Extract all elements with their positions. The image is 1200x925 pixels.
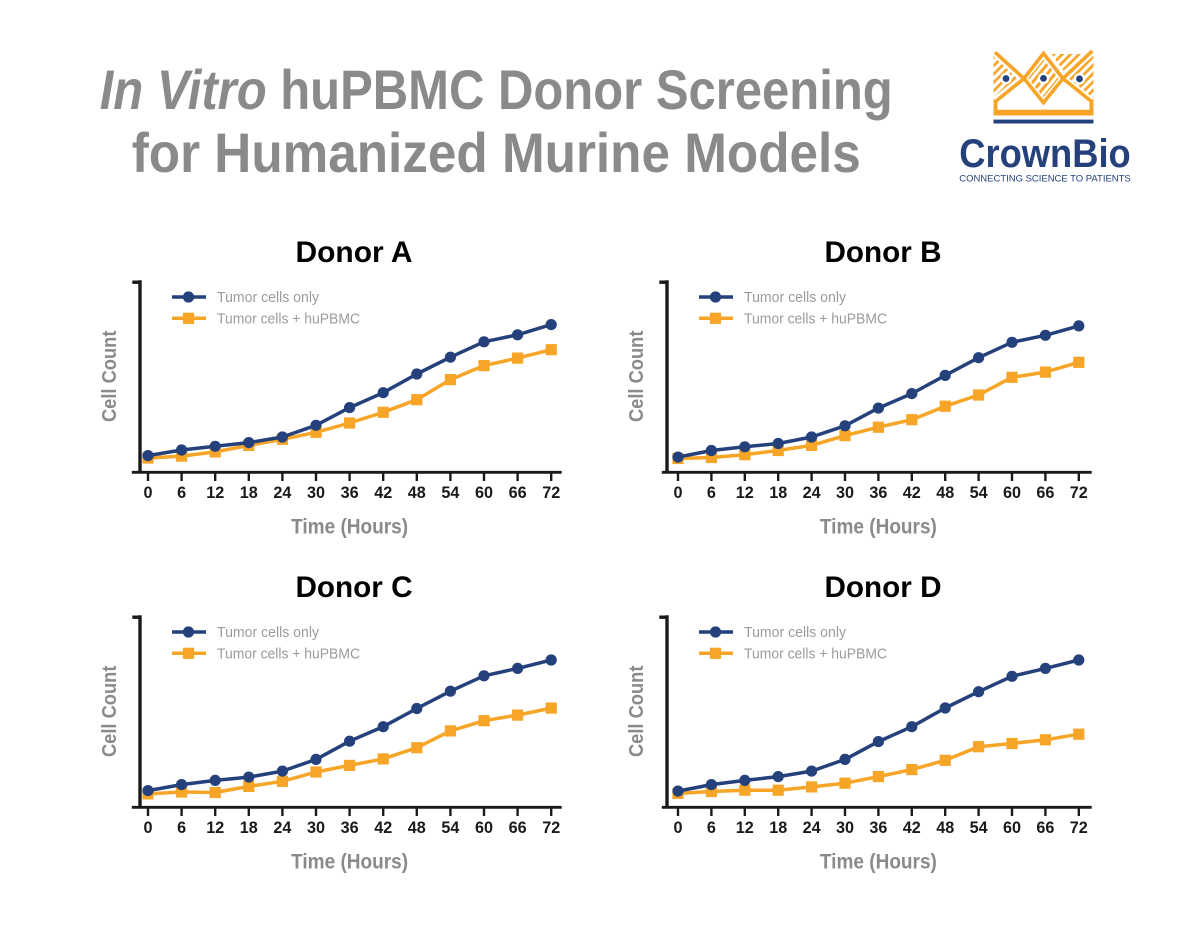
svg-text:66: 66 <box>1036 819 1054 837</box>
svg-text:Donor B: Donor B <box>825 236 942 269</box>
svg-text:66: 66 <box>1036 484 1054 502</box>
svg-text:0: 0 <box>143 484 152 502</box>
svg-text:Time (Hours): Time (Hours) <box>820 850 937 873</box>
svg-text:42: 42 <box>374 819 392 837</box>
svg-text:36: 36 <box>341 484 359 502</box>
svg-text:48: 48 <box>408 819 426 837</box>
svg-text:30: 30 <box>836 819 854 837</box>
svg-text:Tumor cells + huPBMC: Tumor cells + huPBMC <box>744 312 887 328</box>
svg-text:12: 12 <box>736 484 754 502</box>
svg-text:42: 42 <box>903 484 921 502</box>
svg-text:72: 72 <box>1070 819 1088 837</box>
svg-text:Cell Count: Cell Count <box>626 665 648 757</box>
svg-text:48: 48 <box>936 819 954 837</box>
svg-text:18: 18 <box>769 484 787 502</box>
svg-text:42: 42 <box>374 484 392 502</box>
svg-text:36: 36 <box>341 819 359 837</box>
svg-text:0: 0 <box>673 484 682 502</box>
svg-text:42: 42 <box>903 819 921 837</box>
svg-text:Tumor cells only: Tumor cells only <box>744 290 847 306</box>
svg-text:Time (Hours): Time (Hours) <box>291 515 408 538</box>
svg-text:24: 24 <box>273 819 291 837</box>
svg-text:Cell Count: Cell Count <box>99 665 121 757</box>
svg-text:24: 24 <box>273 484 291 502</box>
svg-text:30: 30 <box>836 484 854 502</box>
svg-text:54: 54 <box>441 819 459 837</box>
svg-text:18: 18 <box>240 484 258 502</box>
svg-text:48: 48 <box>936 484 954 502</box>
svg-text:Tumor cells only: Tumor cells only <box>744 625 847 641</box>
svg-text:72: 72 <box>542 819 560 837</box>
svg-text:Tumor cells only: Tumor cells only <box>217 625 320 641</box>
svg-text:30: 30 <box>307 484 325 502</box>
svg-text:60: 60 <box>1003 484 1021 502</box>
svg-text:72: 72 <box>1070 484 1088 502</box>
svg-text:6: 6 <box>707 484 716 502</box>
svg-text:Donor A: Donor A <box>296 236 413 269</box>
svg-text:12: 12 <box>206 819 224 837</box>
svg-text:48: 48 <box>408 484 426 502</box>
svg-text:Cell Count: Cell Count <box>99 330 121 422</box>
svg-text:72: 72 <box>542 484 560 502</box>
svg-text:CrownBio: CrownBio <box>959 132 1131 176</box>
svg-text:36: 36 <box>869 484 887 502</box>
svg-text:24: 24 <box>803 484 821 502</box>
svg-text:66: 66 <box>509 819 527 837</box>
svg-text:12: 12 <box>736 819 754 837</box>
svg-text:12: 12 <box>206 484 224 502</box>
svg-text:Time (Hours): Time (Hours) <box>291 850 408 873</box>
svg-text:6: 6 <box>177 484 186 502</box>
svg-text:CONNECTING SCIENCE TO PATIENTS: CONNECTING SCIENCE TO PATIENTS <box>959 174 1131 184</box>
svg-text:6: 6 <box>177 819 186 837</box>
svg-text:60: 60 <box>475 819 493 837</box>
svg-text:Tumor cells + huPBMC: Tumor cells + huPBMC <box>217 647 360 663</box>
svg-text:0: 0 <box>673 819 682 837</box>
svg-text:6: 6 <box>707 819 716 837</box>
svg-text:54: 54 <box>970 819 988 837</box>
svg-text:18: 18 <box>240 819 258 837</box>
svg-text:Cell Count: Cell Count <box>626 330 648 422</box>
svg-text:54: 54 <box>441 484 459 502</box>
svg-text:Donor C: Donor C <box>296 571 413 604</box>
svg-text:Time (Hours): Time (Hours) <box>820 515 937 538</box>
svg-text:0: 0 <box>143 819 152 837</box>
svg-text:66: 66 <box>509 484 527 502</box>
svg-text:24: 24 <box>803 819 821 837</box>
svg-text:36: 36 <box>869 819 887 837</box>
svg-text:60: 60 <box>1003 819 1021 837</box>
svg-text:Tumor cells + huPBMC: Tumor cells + huPBMC <box>217 312 360 328</box>
svg-text:54: 54 <box>970 484 988 502</box>
svg-text:30: 30 <box>307 819 325 837</box>
svg-text:Tumor cells + huPBMC: Tumor cells + huPBMC <box>744 647 887 663</box>
svg-text:Tumor cells only: Tumor cells only <box>217 290 320 306</box>
svg-text:60: 60 <box>475 484 493 502</box>
svg-text:Donor D: Donor D <box>825 571 942 604</box>
svg-text:18: 18 <box>769 819 787 837</box>
